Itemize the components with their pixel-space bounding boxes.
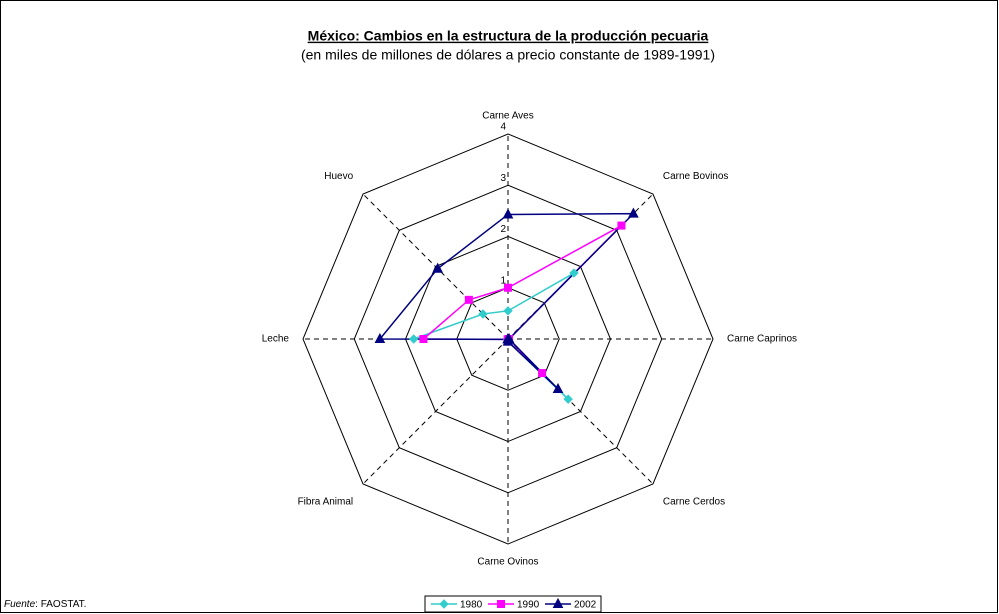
data-point [504,283,512,292]
data-point [552,382,564,394]
data-point [538,369,547,378]
data-point [563,394,573,404]
legend-label: 2002 [574,600,597,611]
category-label: Leche [262,334,290,345]
legend-marker [439,599,449,609]
data-point [478,309,488,319]
data-point [617,221,626,230]
category-label: Carne Cerdos [663,496,725,507]
data-point [419,335,428,343]
data-point [569,268,579,278]
legend-marker [552,597,564,608]
data-point [628,207,639,218]
data-point [502,208,514,219]
data-point [432,262,444,273]
data-point [408,334,419,344]
axis-spoke [507,338,654,485]
category-label: Carne Ovinos [477,557,538,568]
category-label: Carne Bovinos [663,171,729,182]
r-tick-label: 1 [500,275,506,286]
r-tick-label: 2 [500,224,506,235]
chart-title: México: Cambios en la estructura de la p… [308,28,709,44]
category-label: Carne Aves [482,111,534,122]
category-label: Huevo [324,171,353,182]
axis-spoke [362,338,509,485]
source: Fuente: FAOSTAT. [4,599,86,610]
data-point [503,306,513,316]
legend-label: 1990 [517,600,540,611]
source-text: : FAOSTAT. [35,599,86,610]
r-tick-label: 3 [500,173,506,184]
data-point [464,295,473,304]
data-point [502,333,513,344]
source-label: Fuente [4,599,36,610]
r-tick-label: 4 [500,122,506,133]
grid-ring [302,133,714,545]
data-point [374,332,386,343]
axis-spoke [362,193,509,340]
category-label: Fibra Animal [298,496,354,507]
grid-ring [456,287,560,391]
category-label: Carne Caprinos [727,334,797,345]
legend-marker [497,600,505,608]
chart-subtitle: (en miles de millones de dólares a preci… [301,47,715,63]
legend-label: 1980 [460,600,483,611]
